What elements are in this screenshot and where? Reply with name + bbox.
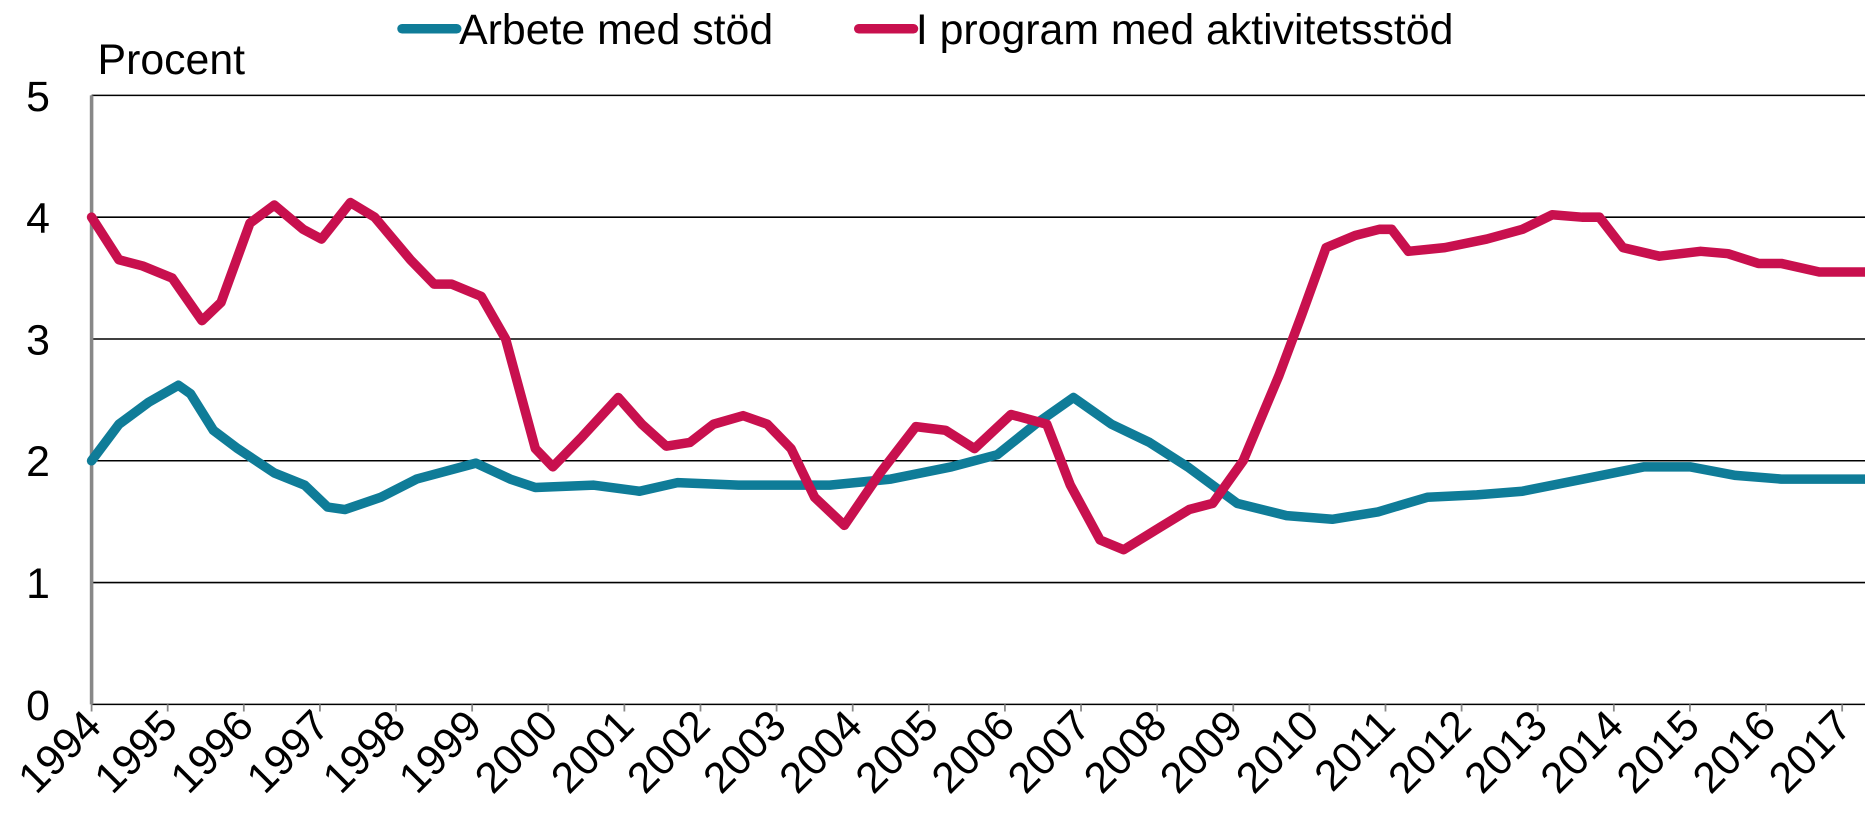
legend-label: Arbete med stöd [459, 6, 773, 54]
x-tick-label: 1994 [9, 701, 110, 802]
x-tick-label: 2014 [1532, 701, 1633, 802]
x-tick-label: 2008 [1075, 701, 1176, 802]
x-tick-label: 2016 [1684, 701, 1785, 802]
x-tick-label: 2013 [1455, 701, 1556, 802]
y-tick-label: 1 [26, 560, 50, 608]
y-tick-label: 3 [26, 316, 50, 364]
x-tick-label: 2007 [999, 701, 1100, 802]
x-tick-label: 2009 [1151, 701, 1252, 802]
y-tick-label: 5 [26, 73, 50, 121]
x-tick-label: 2015 [1608, 701, 1709, 802]
x-tick-label: 1999 [390, 701, 491, 802]
x-tick-label: 2000 [466, 701, 567, 802]
x-tick-label: 2003 [694, 701, 795, 802]
y-tick-label: 4 [26, 195, 50, 243]
x-tick-label: 1997 [238, 701, 339, 802]
x-tick-label: 2010 [1227, 701, 1328, 802]
y-axis-label: Procent [98, 36, 246, 84]
x-tick-label: 2002 [618, 701, 719, 802]
x-tick-label: 2005 [847, 701, 948, 802]
x-tick-label: 2004 [770, 701, 871, 802]
x-tick-label: 2001 [542, 701, 643, 802]
legend-label: I program med aktivitetsstöd [916, 6, 1454, 54]
x-tick-label: 1998 [314, 701, 415, 802]
x-tick-label: 2012 [1379, 701, 1480, 802]
y-tick-label: 0 [26, 682, 50, 730]
x-tick-label: 2017 [1760, 701, 1861, 802]
series-line [86, 380, 1865, 525]
y-tick-label: 2 [26, 438, 50, 486]
series-line [86, 197, 1865, 555]
x-tick-label: 2006 [923, 701, 1024, 802]
x-tick-label: 2011 [1305, 701, 1404, 800]
x-tick-label: 1996 [162, 701, 263, 802]
x-tick-label: 1995 [85, 701, 186, 802]
